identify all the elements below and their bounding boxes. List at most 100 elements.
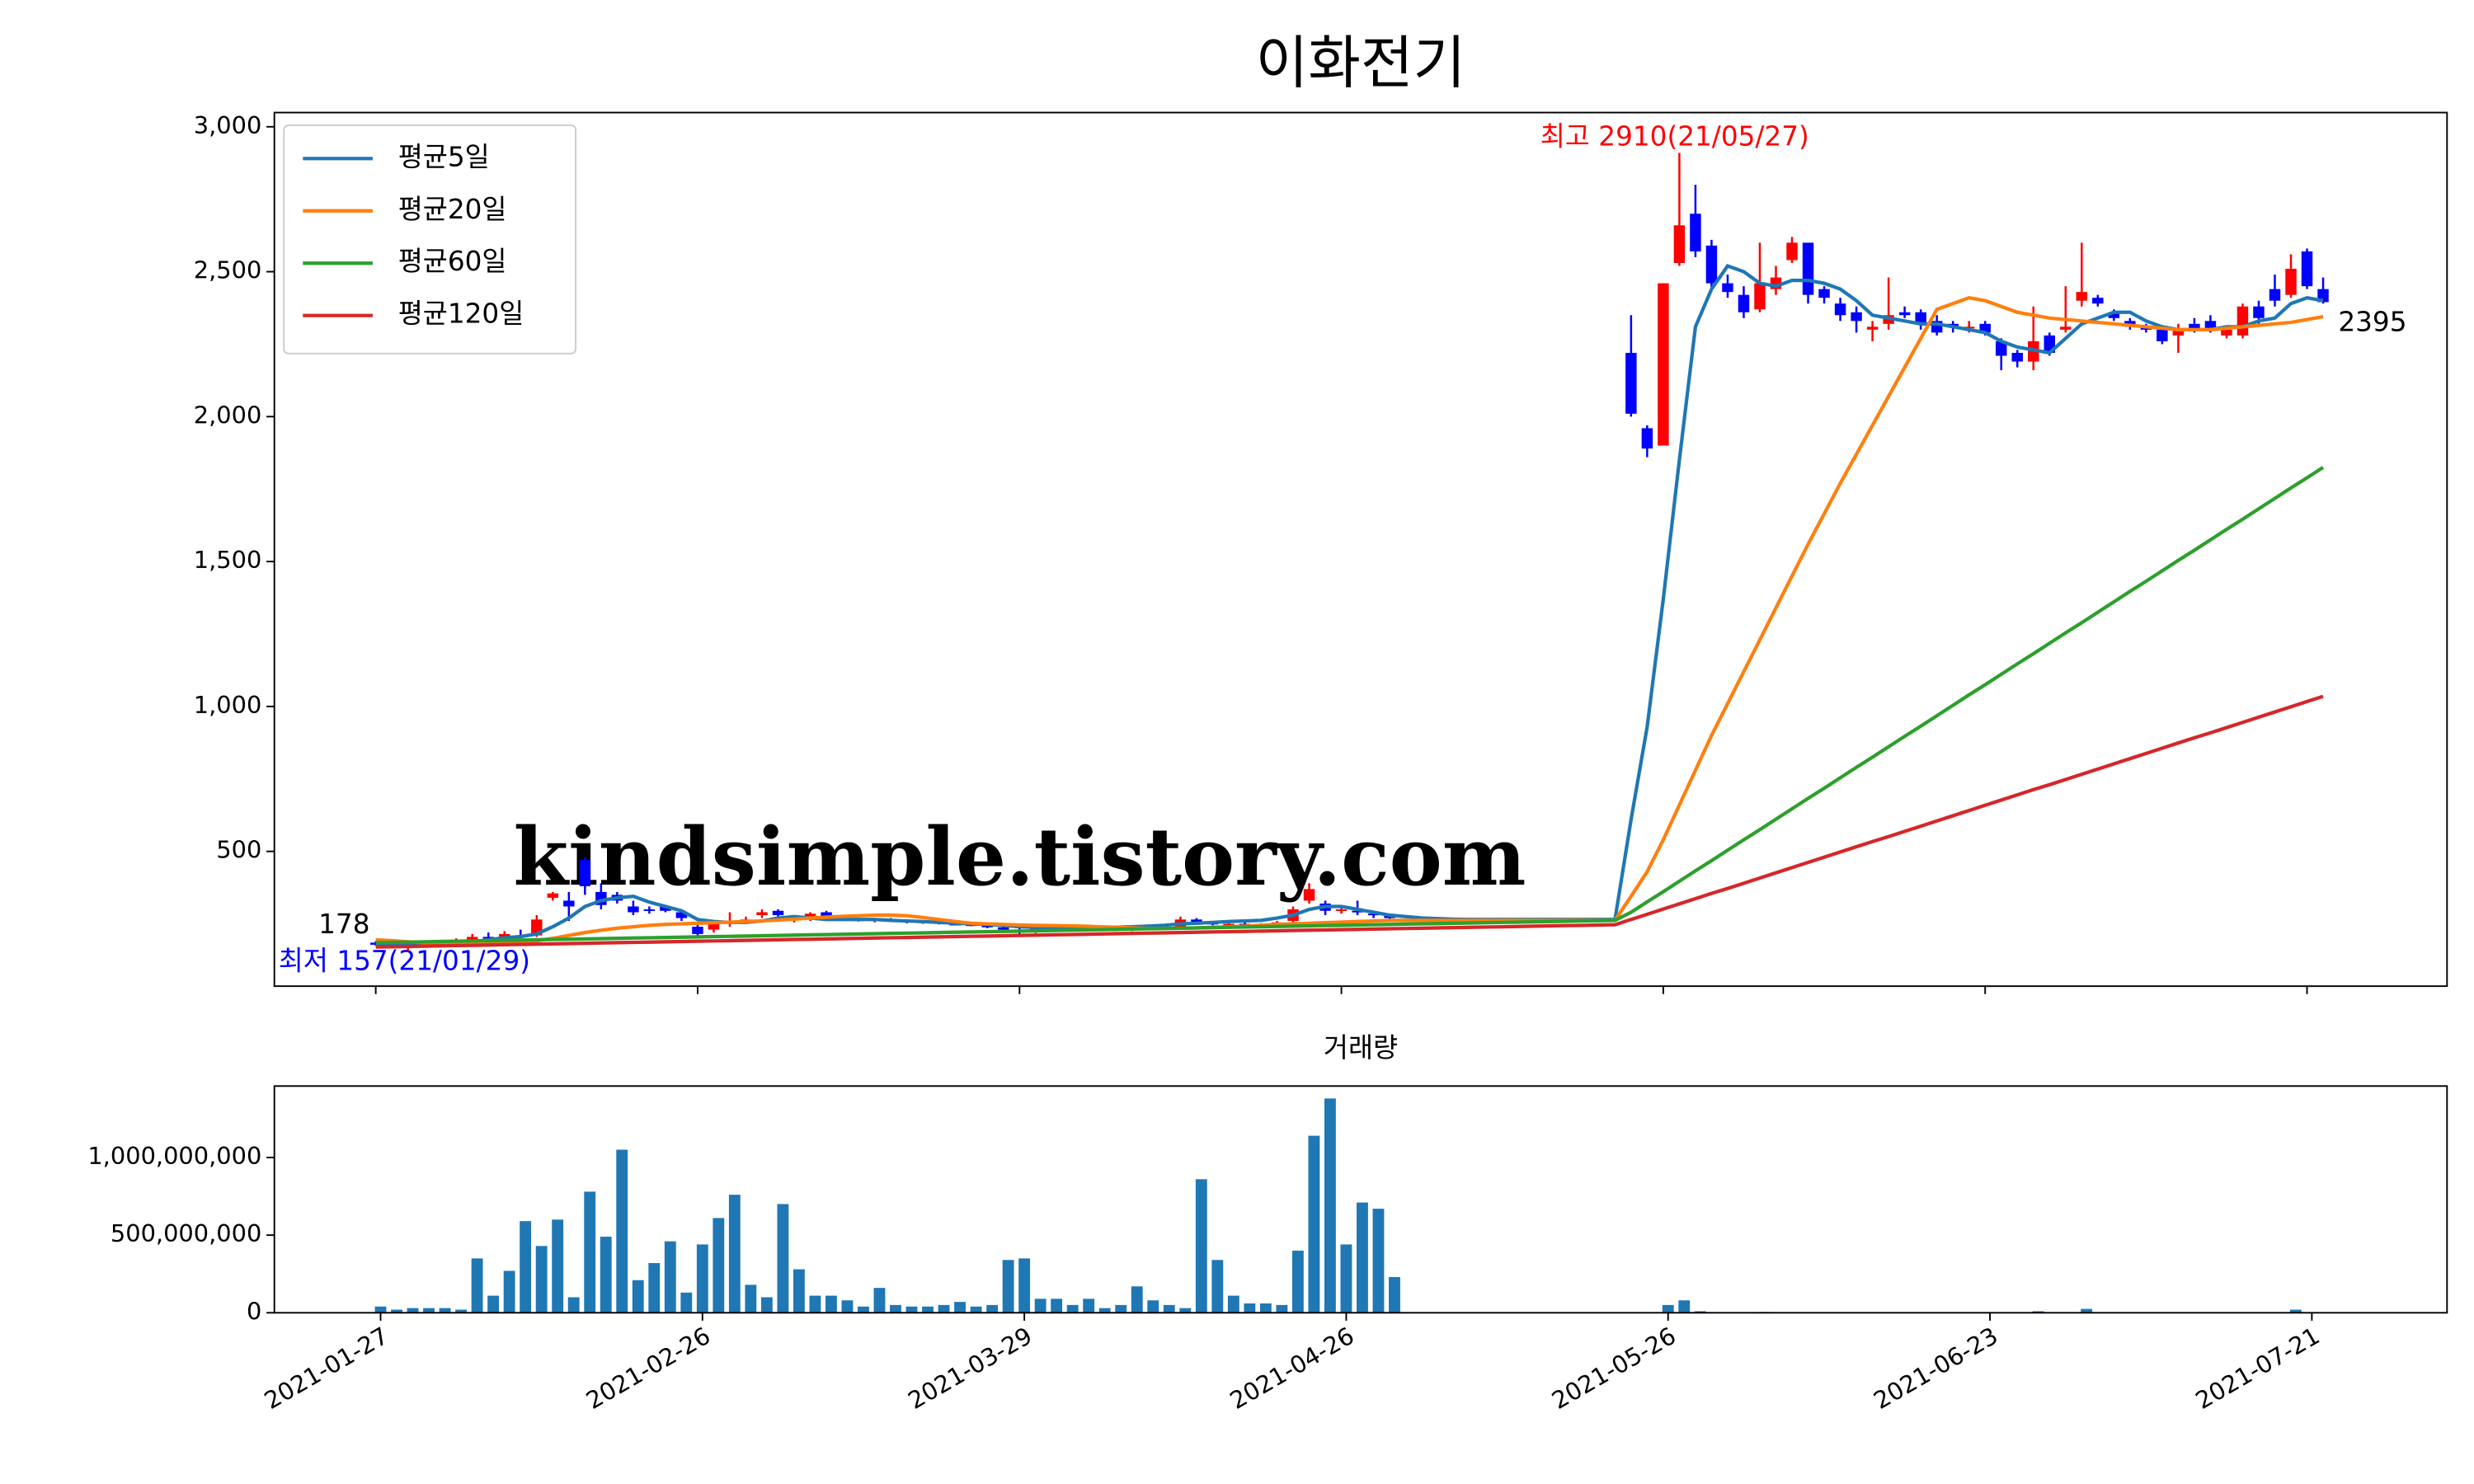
volume-bar: [713, 1218, 725, 1313]
candle-body: [804, 913, 816, 918]
chart-title: 이화전기: [1256, 31, 1466, 96]
volume-bar: [391, 1309, 402, 1313]
volume-bar: [873, 1288, 886, 1313]
candle-body: [660, 906, 671, 911]
volume-bar: [970, 1306, 982, 1313]
candle-body: [1223, 923, 1235, 926]
y-tick-label: 3,000: [194, 111, 262, 139]
y-tick-label: 1,500: [194, 546, 262, 574]
candle-body: [579, 860, 591, 886]
volume-bar: [777, 1204, 789, 1313]
candle-body: [2172, 329, 2185, 336]
volume-bar: [664, 1241, 676, 1313]
candle-body: [1367, 913, 1380, 916]
candle-body: [1851, 312, 1862, 322]
candle-body: [2253, 306, 2265, 318]
volume-bar: [471, 1258, 483, 1313]
chart-title: 거래량: [1324, 1032, 1398, 1064]
candle-body: [708, 923, 720, 930]
volume-bar: [890, 1304, 901, 1313]
volume-bar: [503, 1270, 515, 1313]
legend-label: 평균20일: [398, 194, 507, 225]
legend-box: [283, 124, 577, 355]
volume-bar: [1179, 1308, 1192, 1313]
volume-bar: [2289, 1309, 2302, 1313]
volume-bar: [954, 1302, 966, 1313]
candle-body: [1754, 283, 1766, 310]
candle-body: [1786, 242, 1798, 261]
volume-bar: [1678, 1300, 1691, 1313]
y-tick-label: 2,500: [194, 256, 262, 284]
candle-body: [2011, 352, 2023, 362]
volume-bar: [1115, 1304, 1127, 1313]
volume-bar: [1083, 1298, 1095, 1313]
candle-body: [1898, 312, 1911, 316]
y-tick-label: 1,000,000,000: [87, 1142, 261, 1170]
candle-body: [981, 925, 993, 928]
candle-body: [1738, 294, 1750, 312]
volume-bar: [1357, 1202, 1368, 1313]
y-tick-label: 0: [247, 1297, 261, 1325]
volume-bar: [600, 1237, 612, 1313]
volume-bar: [841, 1300, 854, 1313]
y-tick-label: 1,000: [194, 691, 262, 719]
volume-bar: [745, 1284, 757, 1313]
legend-label: 평균60일: [398, 246, 507, 277]
volume-bar: [680, 1292, 693, 1313]
y-tick-label: 500: [216, 836, 261, 864]
volume-bar: [938, 1304, 950, 1313]
volume-bar: [1002, 1260, 1014, 1313]
last-close-label: 2395: [2338, 306, 2406, 337]
volume-bar: [1018, 1258, 1031, 1313]
volume-bar: [567, 1297, 580, 1313]
candle-body: [675, 912, 688, 918]
volume-bar: [1662, 1304, 1674, 1313]
candle-body: [1303, 889, 1315, 901]
candle-body: [2301, 251, 2313, 287]
volume-bar: [793, 1269, 805, 1313]
min-annotation: 최저 157(21/01/29): [279, 945, 530, 976]
candle-body: [2204, 321, 2217, 330]
volume-bar: [423, 1308, 435, 1313]
volume-bar: [1227, 1295, 1239, 1313]
candle-body: [998, 927, 1009, 930]
volume-bar: [760, 1297, 773, 1313]
candle-body: [1705, 245, 1718, 284]
candle-body: [2157, 329, 2168, 341]
volume-bar: [648, 1263, 661, 1313]
volume-bar: [1244, 1303, 1256, 1313]
volume-bar: [2081, 1308, 2093, 1313]
volume-bar: [407, 1308, 419, 1313]
candle-body: [1818, 289, 1830, 298]
first-close-label: 178: [318, 909, 369, 940]
volume-bar: [535, 1246, 548, 1313]
candle-body: [1641, 428, 1653, 449]
candle-body: [467, 937, 478, 942]
volume-bar: [520, 1221, 532, 1313]
candle-body: [2060, 326, 2072, 330]
candle-body: [2108, 312, 2120, 318]
volume-bar: [487, 1295, 500, 1313]
volume-bar: [922, 1306, 934, 1313]
legend-label: 평균5일: [398, 141, 490, 172]
candle-body: [1722, 283, 1733, 293]
volume-bar: [986, 1304, 999, 1313]
volume-bar: [1324, 1098, 1336, 1313]
axes-frame: [273, 111, 2448, 988]
candle-body: [772, 910, 784, 916]
candle-body: [692, 927, 703, 934]
candle-body: [1866, 326, 1879, 330]
volume-bar: [905, 1306, 918, 1313]
ma-line: [375, 694, 2324, 949]
candle-body: [1352, 910, 1363, 913]
volume-bar: [455, 1309, 467, 1313]
volume-bar: [439, 1308, 451, 1313]
candle-body: [2189, 323, 2200, 330]
volume-bar: [1259, 1303, 1272, 1313]
volume-bar: [1308, 1135, 1320, 1313]
candle-body: [1673, 225, 1686, 264]
candle-body: [2236, 306, 2249, 336]
candle-body: [2221, 329, 2232, 336]
volume-bar: [374, 1306, 387, 1313]
